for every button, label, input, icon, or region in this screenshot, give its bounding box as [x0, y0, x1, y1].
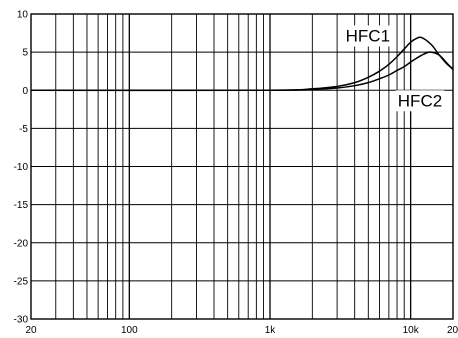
series-label-background	[395, 90, 445, 112]
x-tick-label: 10k	[403, 325, 420, 336]
series-line-hfc2	[30, 51, 454, 92]
y-tick-label: -5	[19, 124, 28, 135]
x-tick-label: 1k	[265, 325, 277, 336]
series-labels: HFC1 HFC2	[343, 25, 445, 112]
y-tick-label: -30	[14, 315, 29, 326]
series-label-hfc2: HFC2	[398, 91, 442, 110]
x-tick-label: 20k	[447, 325, 458, 336]
y-tick-label: -15	[14, 200, 29, 211]
y-tick-label: 5	[22, 48, 28, 59]
y-tick-label: -10	[14, 162, 29, 173]
y-tick-label: -20	[14, 238, 29, 249]
y-tick-label: 10	[17, 10, 29, 21]
series-label-hfc1: HFC1	[346, 26, 390, 45]
y-tick-label: -25	[14, 276, 29, 287]
x-tick-label: 20	[25, 325, 37, 336]
grid	[31, 14, 453, 319]
series-lines	[30, 36, 454, 92]
series-label-background	[343, 25, 393, 47]
series-line-hfc1	[30, 36, 454, 92]
y-tick-label: 0	[22, 86, 28, 97]
x-tick-label: 100	[121, 325, 138, 336]
plot-frame	[30, 13, 454, 320]
